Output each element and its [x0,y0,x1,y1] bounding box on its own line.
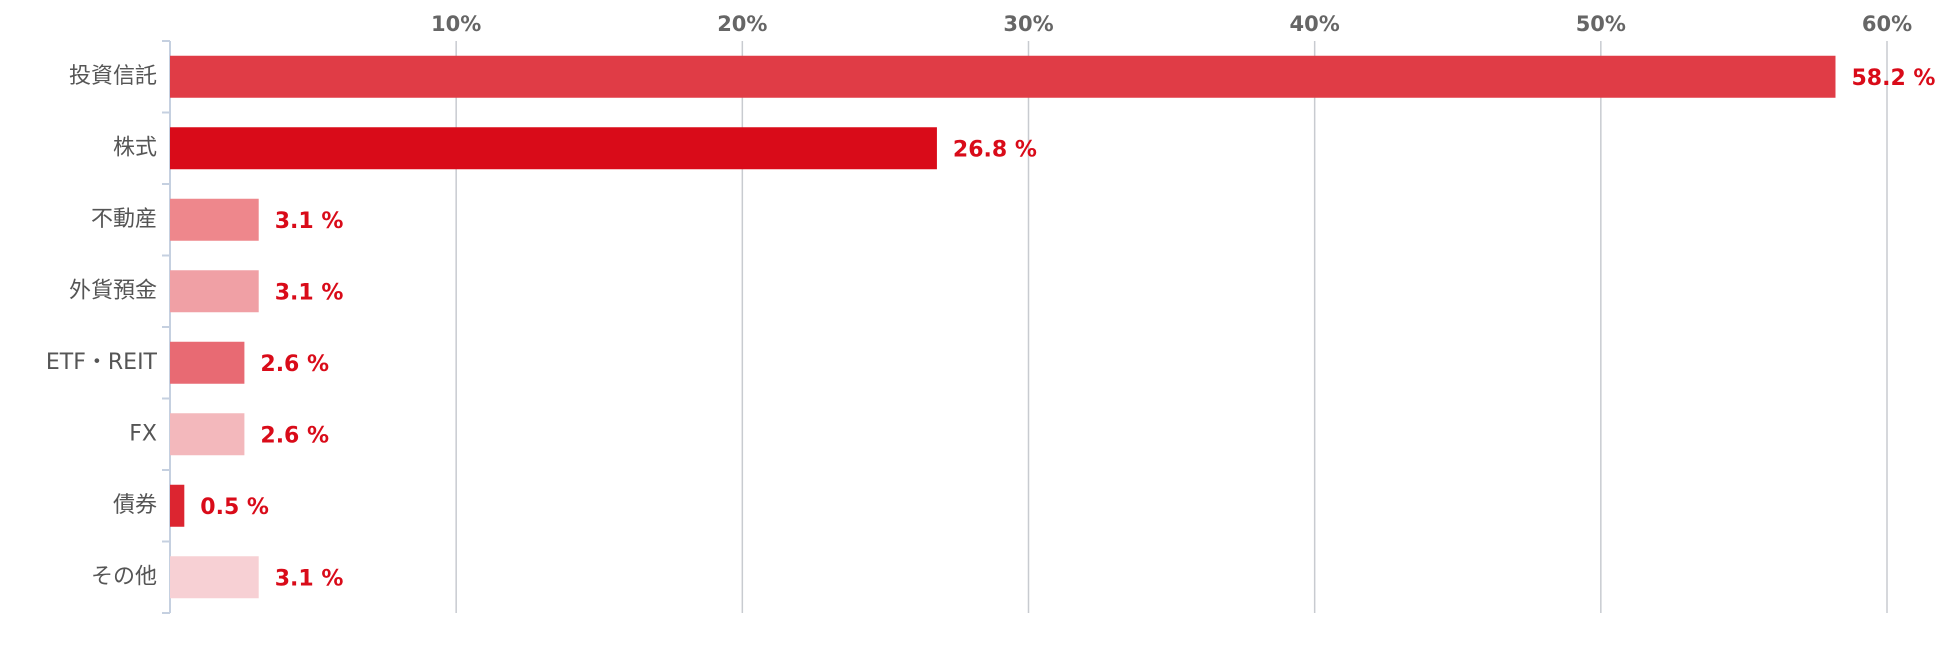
y-tick-label: 不動産 [91,207,157,232]
y-tick-label: 投資信託 [69,64,157,89]
value-label: 2.6 % [260,423,329,448]
x-tick-label: 10% [431,12,481,36]
y-tick-label: FX [129,421,157,446]
x-tick-label: 30% [1003,12,1053,36]
bar [170,127,937,170]
x-tick-label: 40% [1290,12,1340,36]
bar [170,270,259,313]
value-label: 3.1 % [275,280,344,305]
y-tick-label: その他 [91,564,157,589]
bar [170,484,185,527]
bar [170,341,245,384]
value-label: 26.8 % [953,137,1037,162]
value-label: 3.1 % [275,566,344,591]
x-tick-label: 20% [717,12,767,36]
y-tick-label: 債券 [113,493,157,518]
value-label: 0.5 % [200,495,269,520]
x-tick-label: 50% [1576,12,1626,36]
x-tick-label: 60% [1862,12,1912,36]
y-tick-label: 外貨預金 [69,278,157,303]
value-label: 3.1 % [275,209,344,234]
bar [170,556,259,599]
bar [170,198,259,241]
y-tick-label: 株式 [113,135,157,160]
bar [170,55,1836,98]
value-label: 58.2 % [1851,66,1935,91]
value-label: 2.6 % [260,352,329,377]
y-tick-label: ETF・REIT [46,350,158,375]
bar [170,413,245,456]
